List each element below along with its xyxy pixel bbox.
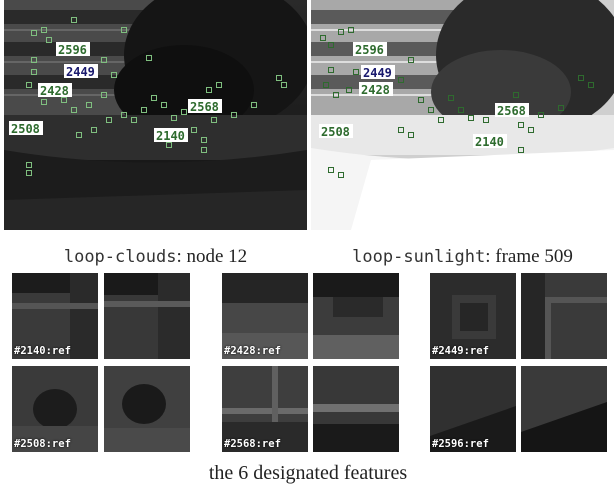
patch-2428-cur xyxy=(313,273,399,359)
feature-marker xyxy=(346,87,352,93)
frame-label-2449: 2449 xyxy=(66,65,95,79)
frame-label-2568-r: 2568 xyxy=(497,104,526,118)
feature-marker xyxy=(518,122,524,128)
feature-marker xyxy=(86,102,92,108)
frame-label-2596-r: 2596 xyxy=(355,43,384,57)
feature-marker xyxy=(171,115,177,121)
feature-marker xyxy=(41,27,47,33)
feature-marker xyxy=(91,127,97,133)
patch-2140-cur xyxy=(104,273,190,359)
feature-marker xyxy=(528,127,534,133)
patch-2596-cur xyxy=(521,366,607,452)
feature-marker xyxy=(398,127,404,133)
feature-marker xyxy=(161,102,167,108)
feature-marker xyxy=(121,112,127,118)
caption-right: loop-sunlight: frame 509 xyxy=(352,246,573,267)
feature-marker xyxy=(338,172,344,178)
patch-2568-ref: #2568:ref xyxy=(222,366,308,452)
frame-label-2140: 2140 xyxy=(156,129,185,143)
feature-marker xyxy=(181,109,187,115)
feature-marker xyxy=(320,35,326,41)
feature-marker xyxy=(166,142,172,148)
feature-marker xyxy=(76,132,82,138)
feature-marker xyxy=(251,102,257,108)
feature-marker xyxy=(101,92,107,98)
feature-marker xyxy=(438,117,444,123)
frame-label-2428: 2428 xyxy=(40,84,69,98)
feature-marker xyxy=(71,17,77,23)
feature-marker xyxy=(328,42,334,48)
feature-marker xyxy=(101,57,107,63)
feature-marker xyxy=(111,72,117,78)
feature-marker xyxy=(468,115,474,121)
feature-marker xyxy=(333,92,339,98)
feature-marker xyxy=(201,137,207,143)
feature-marker xyxy=(448,95,454,101)
feature-marker xyxy=(281,82,287,88)
feature-marker xyxy=(26,162,32,168)
feature-marker xyxy=(26,170,32,176)
feature-marker xyxy=(328,67,334,73)
feature-marker xyxy=(328,167,334,173)
feature-marker xyxy=(231,112,237,118)
feature-marker xyxy=(61,97,67,103)
feature-marker xyxy=(211,117,217,123)
patch-2508-ref: #2508:ref xyxy=(12,366,98,452)
patch-2568-cur xyxy=(313,366,399,452)
feature-marker xyxy=(31,69,37,75)
feature-marker xyxy=(408,132,414,138)
frame-label-2568: 2568 xyxy=(190,100,219,114)
feature-marker xyxy=(323,82,329,88)
frame-label-2508: 2508 xyxy=(11,122,40,136)
feature-marker xyxy=(558,105,564,111)
feature-marker xyxy=(513,92,519,98)
patch-2596-ref: #2596:ref xyxy=(430,366,516,452)
patch-2140-ref: #2140:ref xyxy=(12,273,98,359)
feature-marker xyxy=(131,117,137,123)
frame-label-2449-r: 2449 xyxy=(363,66,392,80)
patch-2428-ref: #2428:ref xyxy=(222,273,308,359)
frame-label-2596: 2596 xyxy=(58,43,87,57)
feature-marker xyxy=(71,107,77,113)
feature-marker xyxy=(26,82,32,88)
frame-label-2428-r: 2428 xyxy=(361,83,390,97)
feature-marker xyxy=(106,117,112,123)
feature-marker xyxy=(353,69,359,75)
feature-marker xyxy=(483,117,489,123)
feature-marker xyxy=(588,82,594,88)
feature-marker xyxy=(191,127,197,133)
feature-marker xyxy=(398,77,404,83)
image-loop-clouds: 2596 2449 2428 2568 2508 2140 xyxy=(4,0,307,230)
feature-marker xyxy=(458,107,464,113)
feature-marker xyxy=(146,55,152,61)
feature-marker xyxy=(338,29,344,35)
feature-marker xyxy=(276,75,282,81)
caption-left: loop-clouds: node 12 xyxy=(63,246,248,267)
patch-2508-cur xyxy=(104,366,190,452)
feature-marker xyxy=(141,107,147,113)
feature-marker xyxy=(31,30,37,36)
frame-label-2140-r: 2140 xyxy=(475,135,504,149)
feature-marker xyxy=(518,147,524,153)
feature-marker xyxy=(408,57,414,63)
image-loop-sunlight: 2596 2449 2428 2568 2508 2140 xyxy=(311,0,614,230)
patch-2449-cur xyxy=(521,273,607,359)
feature-marker xyxy=(418,97,424,103)
patch-2449-ref: #2449:ref xyxy=(430,273,516,359)
feature-marker xyxy=(206,87,212,93)
footer-caption: the 6 designated features xyxy=(208,462,408,484)
feature-marker xyxy=(216,82,222,88)
frame-label-2508-r: 2508 xyxy=(321,125,350,139)
feature-marker xyxy=(41,99,47,105)
feature-marker xyxy=(151,95,157,101)
feature-marker xyxy=(538,112,544,118)
feature-marker xyxy=(201,147,207,153)
feature-marker xyxy=(428,107,434,113)
feature-marker xyxy=(31,57,37,63)
feature-marker xyxy=(578,75,584,81)
feature-marker xyxy=(46,37,52,43)
feature-marker xyxy=(348,27,354,33)
feature-marker xyxy=(121,27,127,33)
